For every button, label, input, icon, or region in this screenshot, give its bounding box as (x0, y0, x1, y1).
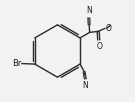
Text: N: N (86, 6, 92, 15)
Text: N: N (82, 81, 88, 90)
Text: O: O (96, 42, 102, 51)
Text: Br: Br (12, 59, 21, 68)
Text: O: O (105, 24, 111, 33)
